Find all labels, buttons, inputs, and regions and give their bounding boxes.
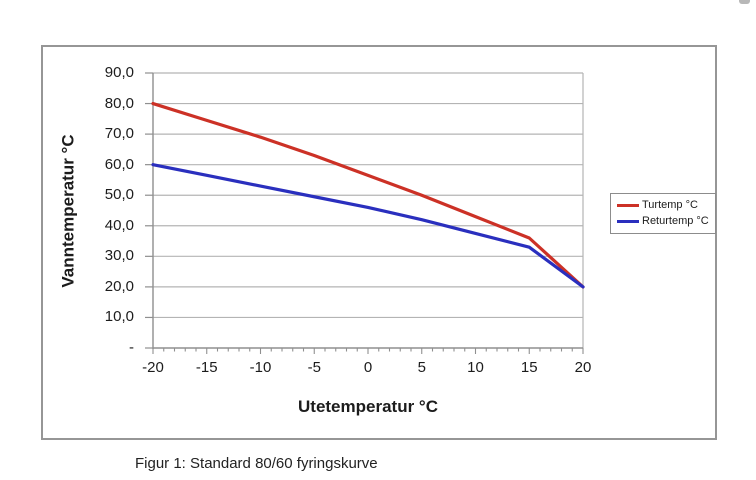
series-line-0 — [151, 101, 585, 289]
figure-caption: Figur 1: Standard 80/60 fyringskurve — [135, 455, 378, 472]
x-tick-label: 5 — [417, 359, 426, 376]
legend-label: Turtemp °C — [642, 199, 698, 211]
x-tick-label: -10 — [249, 359, 272, 376]
plot-area — [145, 72, 585, 354]
cropped-text-artifact — [739, 0, 750, 4]
legend-item: Returtemp °C — [617, 215, 709, 227]
legend-item: Turtemp °C — [617, 199, 709, 211]
x-tick-label: -15 — [195, 359, 218, 376]
legend-line-swatch-turtemp — [617, 203, 639, 207]
x-tick-label: 15 — [520, 359, 538, 376]
y-tick-label: 50,0 — [104, 186, 134, 204]
y-tick-label: 80,0 — [104, 94, 134, 112]
legend: Turtemp °C Returtemp °C — [610, 193, 716, 234]
y-tick-label: 40,0 — [104, 216, 134, 234]
x-axis-title: Utetemperatur °C — [298, 397, 438, 416]
y-tick-label: - — [129, 339, 134, 356]
x-tick-label: 10 — [467, 359, 484, 376]
y-tick-label: 60,0 — [104, 155, 134, 173]
y-axis-title-text: Vanntemperatur °C — [59, 133, 79, 288]
x-tick-label: 0 — [363, 359, 373, 376]
y-tick-label: 70,0 — [104, 125, 134, 143]
chart-frame: Vanntemperatur °C Utetemperatur °C - 10,0… — [41, 45, 717, 440]
y-tick-label: 20,0 — [104, 277, 134, 295]
legend-line-swatch-returtemp — [617, 219, 639, 223]
x-tick-label: 20 — [574, 359, 592, 376]
y-tick-label: 10,0 — [104, 308, 134, 326]
y-tick-label: 30,0 — [104, 247, 134, 265]
series-line-1 — [151, 163, 585, 289]
legend-label: Returtemp °C — [642, 215, 709, 227]
y-tick-label: 90,0 — [104, 64, 134, 81]
x-tick-label: -5 — [307, 359, 321, 376]
x-tick-label: -20 — [142, 359, 164, 376]
